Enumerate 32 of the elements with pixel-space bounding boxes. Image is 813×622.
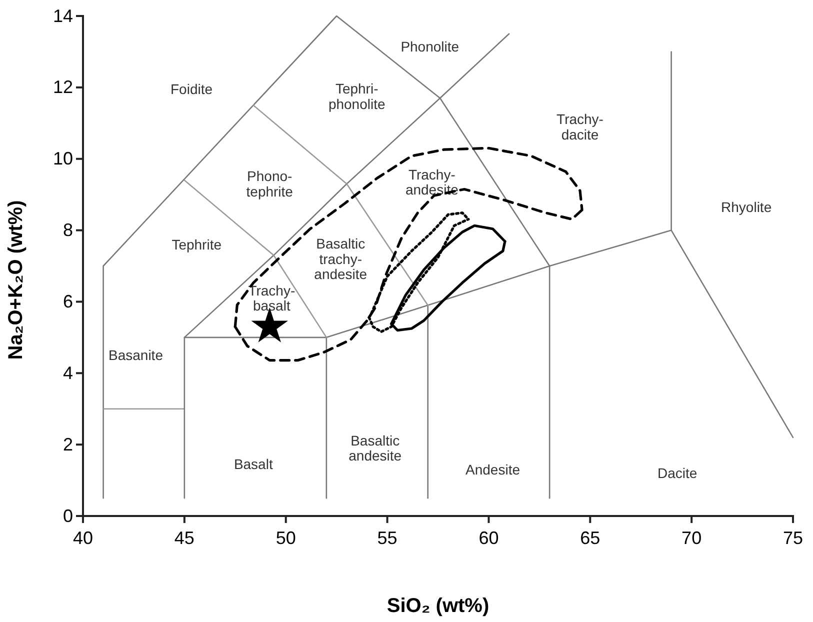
y-tick-label: 10 xyxy=(52,148,73,169)
x-tick-label: 55 xyxy=(377,528,398,548)
x-tick-label: 45 xyxy=(174,528,194,548)
annotation: Trachy- basalt xyxy=(248,282,296,314)
y-tick-label: 14 xyxy=(52,6,73,26)
annotation: Phonolite xyxy=(400,38,460,54)
annotation: Tephrite xyxy=(172,236,222,252)
y-tick-label: 4 xyxy=(62,362,73,383)
x-tick-label: 40 xyxy=(72,528,94,548)
x-tick-label: 65 xyxy=(580,528,600,548)
annotation: Tephri- phonolite xyxy=(328,80,386,112)
x-tick-label: 60 xyxy=(478,528,499,548)
annotation: Phono- tephrite xyxy=(246,168,294,200)
y-tick-label: 2 xyxy=(62,434,73,454)
annotation: Basaltic andesite xyxy=(348,432,402,464)
x-tick-label: 50 xyxy=(276,528,296,548)
y-axis-title: Na₂O+K₂O (wt%) xyxy=(5,200,27,360)
annotation: Basanite xyxy=(108,347,164,364)
annotation: Trachy- dacite xyxy=(556,110,604,142)
annotation: Rhyolite xyxy=(721,198,772,215)
annotation: Andesite xyxy=(466,461,520,478)
x-tick-label: 75 xyxy=(782,528,804,548)
x-tick-label: 70 xyxy=(682,528,702,548)
annotation: Dacite xyxy=(658,465,698,482)
y-tick-label: 0 xyxy=(62,506,73,526)
annotation: Basaltic trachy- andesite xyxy=(314,235,368,282)
annotation: Foidite xyxy=(170,81,213,98)
y-tick-label: 8 xyxy=(62,220,73,240)
y-tick-label: 6 xyxy=(62,291,73,312)
y-tick-label: 12 xyxy=(52,77,73,98)
annotation: Basalt xyxy=(234,456,273,472)
x-axis-title: SiO₂ (wt%) xyxy=(386,595,490,617)
